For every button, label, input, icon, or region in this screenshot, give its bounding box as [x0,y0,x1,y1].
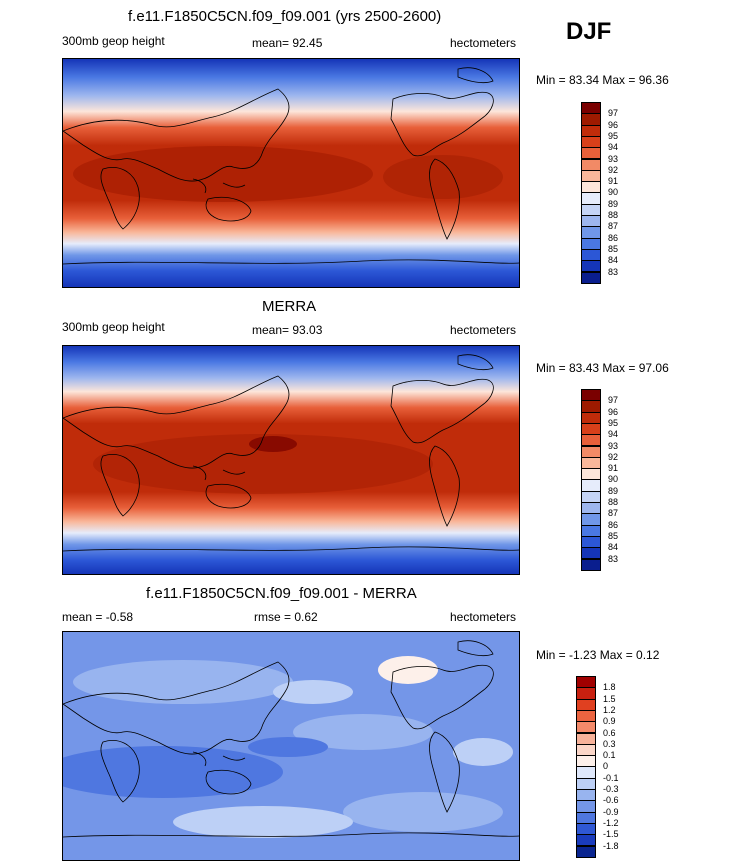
colorbar-label: 0.1 [603,750,616,761]
panel3-colorbar: 1.8 1.5 1.2 0.9 0.6 0.3 0.1 0 -0.1 -0.3 -0.6 -0.9 -1… [576,676,636,858]
colorbar-label: 1.8 [603,682,616,693]
colorbar-swatch [581,271,601,284]
colorbar-label: 1.2 [603,704,616,715]
panel1-map-svg [63,59,519,287]
panel3-title: f.e11.F1850C5CN.f09_f09.001 - MERRA [146,585,417,602]
panel1-variable-label: 300mb geop height [62,34,165,48]
panel2-colorbar: 97 96 95 94 93 92 91 90 89 88 87 86 85 84 83 [581,389,641,571]
colorbar-label: -1.5 [603,829,619,840]
colorbar-label: 93 [608,440,619,451]
panel3-coastlines [63,640,519,838]
colorbar-label: 89 [608,485,619,496]
colorbar-label: 89 [608,198,619,209]
colorbar-label: 97 [608,395,619,406]
colorbar-label: -0.9 [603,806,619,817]
panel3-units-label: hectometers [450,610,517,624]
colorbar-label: 83 [608,266,619,277]
panel1-title: f.e11.F1850C5CN.f09_f09.001 (yrs 2500-26… [128,8,442,25]
colorbar-label: 86 [608,519,619,530]
colorbar-label: 90 [608,474,619,485]
colorbar-label: 0.3 [603,738,616,749]
panel2-title: MERRA [262,298,317,315]
colorbar-label: 85 [608,243,619,254]
colorbar-label: 0.6 [603,727,616,738]
colorbar-label: -0.3 [603,784,619,794]
colorbar-label: 92 [608,451,619,462]
colorbar-label: 86 [608,232,619,243]
panel3-map-svg [63,632,519,860]
panel2-coastlines [63,354,519,552]
colorbar-label: 83 [608,553,619,564]
panel1-minmax: Min = 83.34 Max = 96.36 [536,73,669,87]
colorbar-label: 93 [608,153,619,164]
colorbar-label: 95 [608,130,619,141]
colorbar-label: 88 [608,210,619,220]
colorbar-label: 88 [608,497,619,507]
colorbar-label: 91 [608,463,619,474]
panel1-coastlines [63,67,519,265]
panel2-variable-label: 300mb geop height [62,320,165,334]
colorbar-label: 92 [608,164,619,175]
colorbar-label: 97 [608,108,619,119]
colorbar-label: 94 [608,429,619,440]
panel2-units-label: hectometers [450,323,517,337]
colorbar-swatch [581,558,601,571]
panel1-mean-label: mean= 92.45 [252,36,323,50]
season-label: DJF [566,18,612,45]
colorbar-label: -1.2 [603,817,619,828]
colorbar-label: 0.9 [603,716,616,727]
colorbar-label: 0 [603,761,609,772]
colorbar-label: -1.8 [603,840,619,851]
colorbar-swatch [576,845,596,858]
colorbar-label: 1.5 [603,693,616,704]
panel3-map [62,631,520,861]
colorbar-label: 95 [608,417,619,428]
colorbar-label: 96 [608,119,619,130]
colorbar-label: 94 [608,142,619,153]
panel3-mean-label: mean = -0.58 [62,610,134,624]
panel1-colorbar: 97 96 95 94 93 92 91 90 89 88 87 86 85 84 83 [581,102,641,284]
panel2-map-svg [63,346,519,574]
colorbar-label: 85 [608,530,619,541]
colorbar-label: -0.1 [603,772,619,783]
colorbar-label: 96 [608,406,619,417]
panel2-map [62,345,520,575]
panel2-minmax: Min = 83.43 Max = 97.06 [536,361,669,375]
colorbar-label: 91 [608,176,619,187]
colorbar-label: 84 [608,255,619,266]
panel1-map [62,58,520,288]
panel3-minmax: Min = -1.23 Max = 0.12 [536,648,660,662]
panel3-rmse-label: rmse = 0.62 [254,610,318,624]
colorbar-label: 90 [608,187,619,198]
colorbar-label: 87 [608,508,619,519]
panel2-mean-label: mean= 93.03 [252,323,323,337]
colorbar-label: 87 [608,221,619,232]
colorbar-label: -0.6 [603,795,619,806]
colorbar-label: 84 [608,542,619,553]
panel1-units-label: hectometers [450,36,517,50]
